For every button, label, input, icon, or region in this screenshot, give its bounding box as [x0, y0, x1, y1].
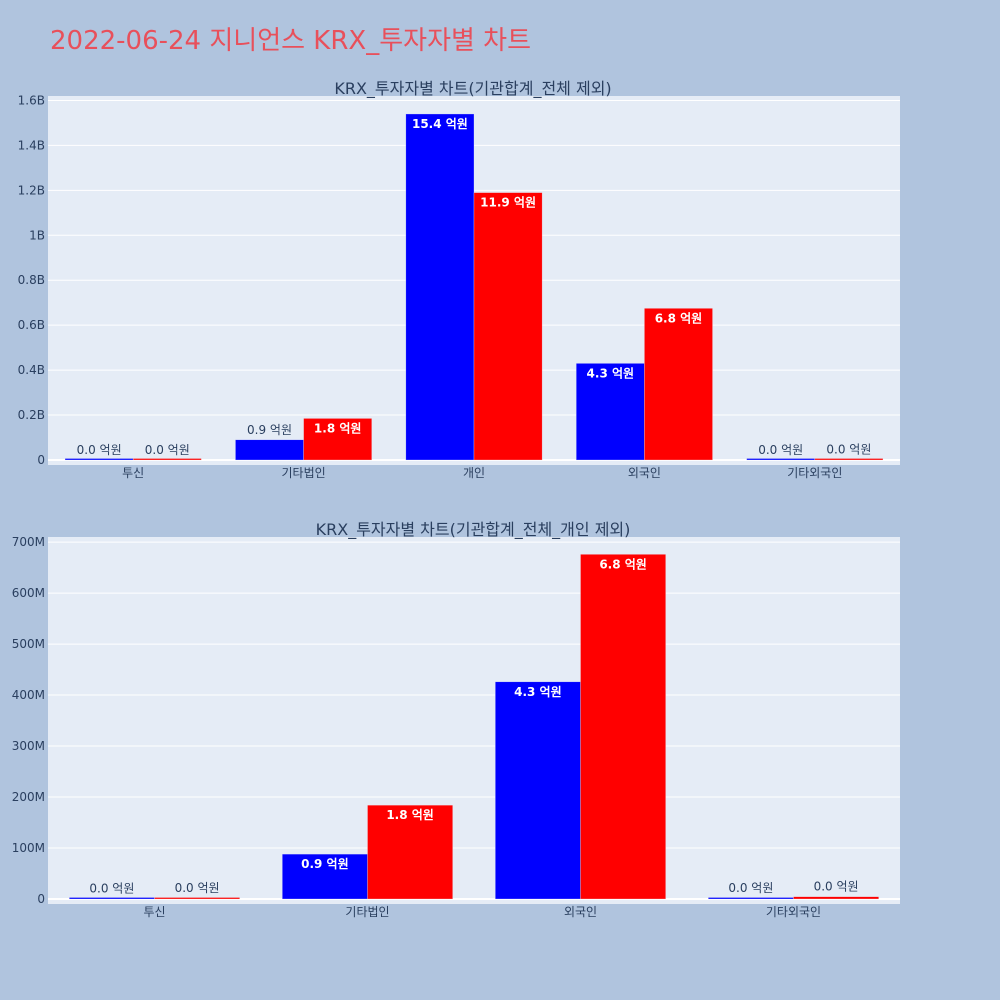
bar: [708, 897, 794, 900]
bar: [644, 308, 713, 461]
bar: [405, 113, 475, 461]
y-tick-label: 0.4B: [18, 363, 45, 377]
x-tick-label: 외국인: [628, 466, 661, 480]
bar-data-label: 0.0 억원: [77, 443, 122, 457]
y-tick-label: 0.8B: [18, 273, 45, 287]
bar-data-label: 0.9 억원: [301, 857, 349, 871]
bar: [793, 896, 879, 900]
y-tick-label: 500M: [12, 637, 45, 651]
bar-data-label: 15.4 억원: [412, 117, 468, 131]
x-tick-label: 기타법인: [345, 905, 389, 919]
y-tick-label: 1B: [29, 228, 45, 242]
y-tick-label: 400M: [12, 688, 45, 702]
x-tick-label: 기타법인: [282, 466, 326, 480]
y-tick-label: 1.6B: [18, 93, 45, 107]
y-tick-label: 600M: [12, 586, 45, 600]
main-title: 2022-06-24 지니언스 KRX_투자자별 차트: [50, 26, 531, 56]
y-tick-label: 0.2B: [18, 408, 45, 422]
bar: [235, 439, 304, 461]
bar-data-label: 0.0 억원: [826, 442, 871, 456]
y-tick-label: 0: [37, 892, 45, 906]
bar-data-label: 6.8 억원: [655, 311, 703, 325]
bar-data-label: 4.3 억원: [587, 366, 635, 380]
bar-data-label: 0.0 억원: [175, 881, 220, 895]
y-tick-label: 1.2B: [18, 183, 45, 197]
y-tick-label: 1.4B: [18, 138, 45, 152]
y-tick-label: 700M: [12, 535, 45, 549]
bar-data-label: 1.8 억원: [386, 808, 434, 822]
bar: [575, 363, 645, 461]
bar-data-label: 4.3 억원: [514, 685, 562, 699]
bar: [367, 804, 453, 900]
bar: [303, 418, 373, 461]
bar-data-label: 11.9 억원: [480, 196, 536, 210]
bar-data-label: 0.0 억원: [89, 881, 134, 895]
x-tick-label: 개인: [463, 466, 485, 480]
chart-bottom-title: KRX_투자자별 차트(기관합계_전체_개인 제외): [316, 520, 631, 540]
y-tick-label: 0.6B: [18, 318, 45, 332]
bar: [746, 458, 816, 461]
x-tick-label: 기타외국인: [787, 466, 842, 480]
bar-data-label: 0.0 억원: [814, 880, 859, 894]
y-tick-label: 0: [37, 453, 45, 467]
bar: [495, 681, 581, 900]
bar: [580, 554, 666, 900]
bar: [64, 458, 134, 461]
bar-data-label: 0.0 억원: [728, 881, 773, 895]
bar: [132, 458, 202, 461]
x-tick-label: 투신: [143, 905, 165, 919]
bar: [69, 897, 155, 900]
chart-bottom: KRX_투자자별 차트(기관합계_전체_개인 제외) 0 100M 200M 300M…: [12, 520, 900, 919]
bar-data-label: 0.9 억원: [247, 423, 292, 437]
bar: [814, 458, 884, 461]
bar-data-label: 0.0 억원: [758, 443, 803, 457]
bar: [154, 897, 240, 900]
x-tick-label: 투신: [122, 466, 144, 480]
chart-top-title: KRX_투자자별 차트(기관합계_전체 제외): [334, 79, 611, 99]
y-tick-label: 100M: [12, 841, 45, 855]
chart-top: KRX_투자자별 차트(기관합계_전체 제외) 0 0.2B 0.4B 0.6B 0.8…: [18, 79, 900, 480]
y-tick-label: 200M: [12, 790, 45, 804]
bar-data-label: 6.8 억원: [599, 557, 647, 571]
bar: [282, 853, 368, 900]
bar-data-label: 1.8 억원: [314, 421, 362, 435]
y-tick-label: 300M: [12, 739, 45, 753]
bar-data-label: 0.0 억원: [145, 443, 190, 457]
x-tick-label: 기타외국인: [766, 905, 821, 919]
x-tick-label: 외국인: [564, 905, 597, 919]
plot-area: [48, 537, 900, 904]
bar: [473, 192, 543, 461]
